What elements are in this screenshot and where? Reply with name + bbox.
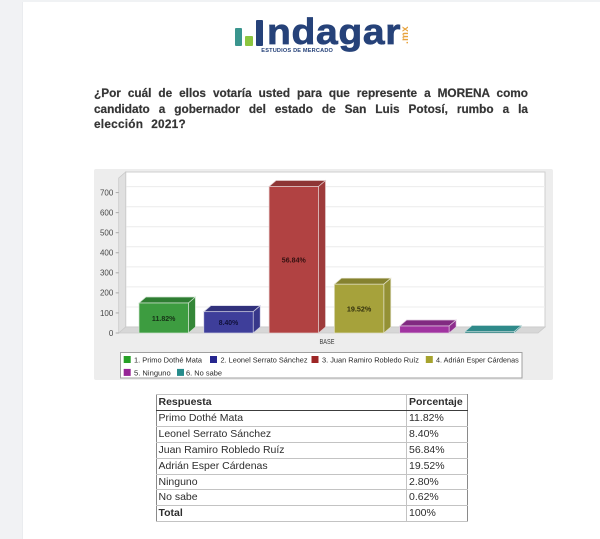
svg-text:400: 400 [100,249,114,258]
svg-text:8.40%: 8.40% [219,320,239,327]
svg-text:19.52%: 19.52% [347,307,372,314]
svg-text:11.82%: 11.82% [152,316,176,323]
svg-text:1. Primo Dothé Mata: 1. Primo Dothé Mata [134,356,203,365]
svg-text:56.84%: 56.84% [282,258,307,265]
svg-text:5. Ninguno: 5. Ninguno [134,368,171,377]
svg-text:3. Juan Ramiro Robledo Ruíz: 3. Juan Ramiro Robledo Ruíz [322,356,419,365]
svg-text:500: 500 [100,229,114,238]
svg-text:100: 100 [100,309,114,318]
svg-text:BASE: BASE [320,339,335,346]
svg-text:600: 600 [100,209,114,218]
svg-text:300: 300 [100,269,114,278]
svg-text:700: 700 [100,188,114,197]
svg-text:4. Adrián Esper Cárdenas: 4. Adrián Esper Cárdenas [436,356,519,365]
svg-text:6. No sabe: 6. No sabe [186,368,222,377]
svg-text:0: 0 [109,329,114,338]
svg-text:2. Leonel Serrato Sánchez: 2. Leonel Serrato Sánchez [221,356,308,365]
svg-text:200: 200 [100,289,114,298]
